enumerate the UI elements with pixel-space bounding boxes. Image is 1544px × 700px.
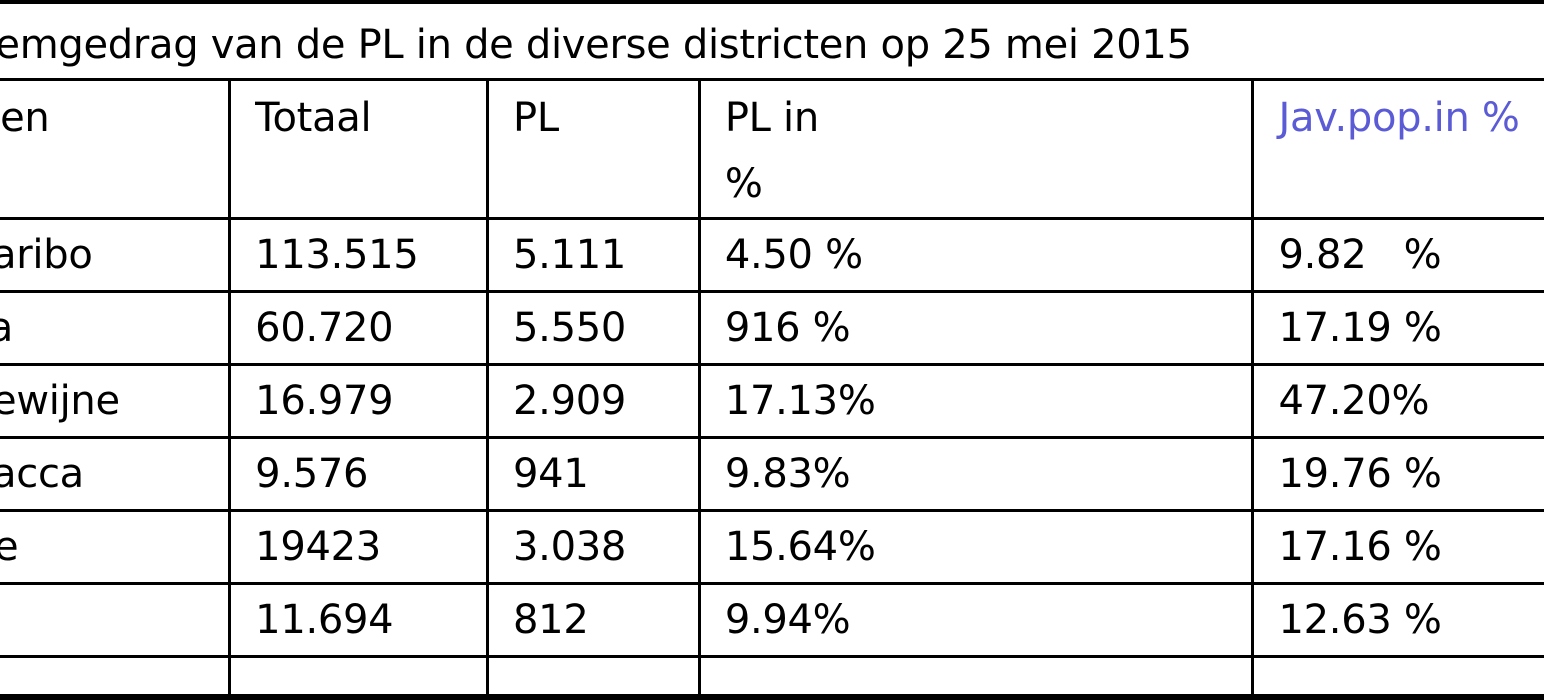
cell-district: ca — [0, 290, 232, 366]
cell-district: rie — [0, 509, 232, 585]
cell-totaal: 113.515 — [228, 217, 490, 293]
cell-jav-pop-percent: 47.20% — [1251, 363, 1544, 439]
cell-pl — [486, 655, 701, 694]
table-row: nacca 9.576 941 9.83% 19.76 % — [0, 436, 1544, 512]
cell-totaal: 11.694 — [228, 582, 490, 658]
cell-totaal: 60.720 — [228, 290, 490, 366]
table-row: 11.694 812 9.94% 12.63 % — [0, 582, 1544, 658]
cell-district — [0, 582, 232, 658]
header-pl-percent-label: PL in % — [724, 95, 819, 207]
cell-pl-percent: 15.64% — [697, 509, 1255, 585]
cell-district: nacca — [0, 436, 232, 512]
table-header-row: cten Totaal PL PL in % Jav.pop.in % — [0, 78, 1544, 220]
cell-jav-pop-percent — [1251, 655, 1544, 694]
header-totaal: Totaal — [228, 78, 490, 220]
table-row: ca 60.720 5.550 916 % 17.19 % — [0, 290, 1544, 366]
cell-pl: 2.909 — [486, 363, 701, 439]
cell-totaal — [228, 655, 490, 694]
table-row: newijne 16.979 2.909 17.13% 47.20% — [0, 363, 1544, 439]
cell-district: newijne — [0, 363, 232, 439]
cell-pl: 812 — [486, 582, 701, 658]
cell-pl-percent: 4.50 % — [697, 217, 1255, 293]
header-districten: cten — [0, 78, 232, 220]
cell-jav-pop-percent: 17.16 % — [1251, 509, 1544, 585]
cell-pl-percent: 9.94% — [697, 582, 1255, 658]
header-jav-pop-percent: Jav.pop.in % — [1251, 78, 1544, 220]
cell-pl-percent: 9.83% — [697, 436, 1255, 512]
cell-pl: 5.111 — [486, 217, 701, 293]
election-results-table: cten Totaal PL PL in % Jav.pop.in % nari… — [0, 78, 1544, 694]
cell-totaal: 16.979 — [228, 363, 490, 439]
cell-jav-pop-percent: 12.63 % — [1251, 582, 1544, 658]
cell-pl: 3.038 — [486, 509, 701, 585]
cell-district: naribo — [0, 217, 232, 293]
cell-totaal: 19423 — [228, 509, 490, 585]
cell-district — [0, 655, 232, 694]
header-pl-percent: PL in % — [697, 78, 1255, 220]
table-row: rie 19423 3.038 15.64% 17.16 % — [0, 509, 1544, 585]
cell-pl-percent: 17.13% — [697, 363, 1255, 439]
table-row — [0, 655, 1544, 694]
cell-pl-percent — [697, 655, 1255, 694]
table-title: temgedrag van de PL in de diverse distri… — [0, 22, 1192, 68]
cell-jav-pop-percent: 9.82 % — [1251, 217, 1544, 293]
cell-jav-pop-percent: 19.76 % — [1251, 436, 1544, 512]
header-pl: PL — [486, 78, 701, 220]
cell-jav-pop-percent: 17.19 % — [1251, 290, 1544, 366]
cell-pl: 941 — [486, 436, 701, 512]
cell-pl: 5.550 — [486, 290, 701, 366]
table-row: naribo 113.515 5.111 4.50 % 9.82 % — [0, 217, 1544, 293]
cell-totaal: 9.576 — [228, 436, 490, 512]
cell-pl-percent: 916 % — [697, 290, 1255, 366]
